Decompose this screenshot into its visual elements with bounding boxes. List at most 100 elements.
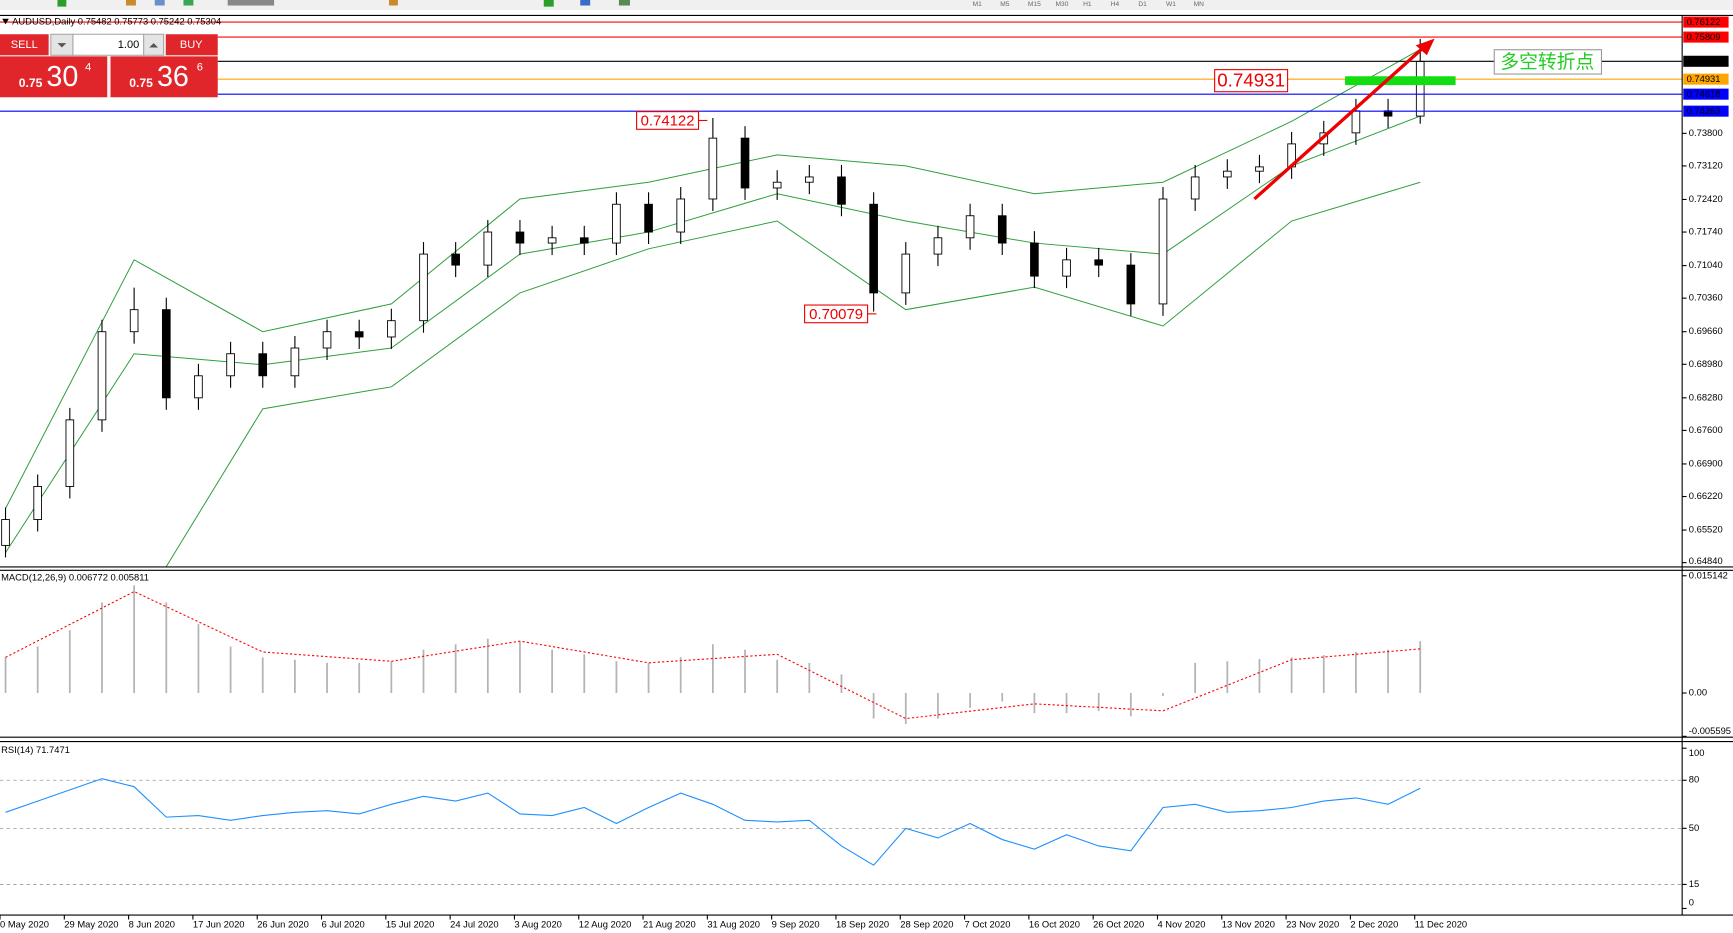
candle-body xyxy=(805,176,814,183)
toolbar-icon[interactable] xyxy=(543,0,554,7)
price-level-tag xyxy=(1683,88,1729,100)
candle-body xyxy=(1255,166,1264,172)
timeframe-button[interactable]: M15 xyxy=(1028,1,1041,8)
candle-body xyxy=(483,231,493,266)
title-icon xyxy=(2,18,9,25)
timeframe-button[interactable]: M5 xyxy=(1000,1,1010,8)
timeframe-button[interactable]: MN xyxy=(1194,1,1205,8)
timeframe-button[interactable]: M1 xyxy=(973,1,983,8)
bid-big: 30 xyxy=(46,61,78,93)
y-tick-label: 0.68980 xyxy=(1689,358,1723,369)
candle-body xyxy=(1158,198,1168,305)
x-tick-label: 2 Dec 2020 xyxy=(1350,919,1398,930)
timeframe-button[interactable]: D1 xyxy=(1138,1,1147,8)
buy-label: BUY xyxy=(180,39,203,51)
ask-sup: 6 xyxy=(197,61,203,73)
annotation-box xyxy=(1493,49,1603,75)
timeframe-button[interactable]: W1 xyxy=(1166,1,1176,8)
y-tick-label: 80 xyxy=(1689,774,1699,785)
candle-body xyxy=(997,215,1007,244)
y-tick-label: 50 xyxy=(1689,822,1699,833)
price-level-label: 0.74263 xyxy=(1687,105,1721,116)
bid-box[interactable] xyxy=(0,56,108,98)
x-tick-label: 11 Dec 2020 xyxy=(1415,919,1467,930)
panel xyxy=(1,38,1425,567)
toolbar-icon[interactable] xyxy=(125,0,136,6)
candle-body xyxy=(258,353,268,377)
chart-title: AUDUSD,Daily 0.75482 0.75773 0.75242 0.7… xyxy=(12,16,221,27)
timeframe-button[interactable]: H1 xyxy=(1083,1,1092,8)
x-tick-label: 7 Oct 2020 xyxy=(965,919,1011,930)
sell-button[interactable] xyxy=(0,34,49,56)
annotation-text: 0.74122 xyxy=(641,113,695,130)
x-tick-label: 21 Aug 2020 xyxy=(643,919,696,930)
candle-body xyxy=(740,137,750,189)
y-tick-label: 0.66220 xyxy=(1689,490,1723,501)
x-tick-label: 8 Jun 2020 xyxy=(129,919,175,930)
lot-down-icon xyxy=(57,43,67,48)
bid-prefix: 0.75 xyxy=(19,76,43,90)
x-tick-label: 6 Jul 2020 xyxy=(322,919,365,930)
y-tick-label: 0.65520 xyxy=(1689,524,1723,535)
bid-sup: 4 xyxy=(85,61,91,73)
candle-body xyxy=(354,331,364,338)
candle-body xyxy=(451,253,460,266)
y-tick-label: 0.66900 xyxy=(1689,457,1723,468)
y-tick-label: 15 xyxy=(1689,878,1699,889)
macd-signal xyxy=(5,590,1421,720)
x-tick-label: 4 Nov 2020 xyxy=(1157,919,1205,930)
y-tick-label: 0.64840 xyxy=(1689,555,1723,566)
lot-up-icon xyxy=(149,43,159,48)
price-level-label: 0.75809 xyxy=(1687,31,1721,42)
bollinger-lower xyxy=(165,181,1421,567)
y-tick-label: 0.70360 xyxy=(1689,292,1723,303)
panel xyxy=(4,585,1422,724)
toolbar-icon[interactable] xyxy=(227,0,275,6)
candle-body xyxy=(33,486,42,520)
y-tick-label: -0.005595 xyxy=(1689,725,1731,736)
y-tick-label: 0.67600 xyxy=(1689,424,1723,435)
sell-label: SELL xyxy=(11,39,38,51)
frame xyxy=(0,14,1733,916)
buy-button[interactable] xyxy=(165,34,218,56)
candle-body xyxy=(226,353,235,377)
candle-body xyxy=(1415,61,1425,117)
y-tick-label: 0.00 xyxy=(1689,687,1707,698)
price-level-label: 0.75304 xyxy=(1687,55,1721,66)
toolbar-icon[interactable] xyxy=(580,0,591,6)
x-tick-label: 26 Jun 2020 xyxy=(257,919,309,930)
timeframe-button[interactable]: H4 xyxy=(1111,1,1120,8)
toolbar-icon[interactable] xyxy=(618,0,630,6)
toolbar-icon[interactable] xyxy=(154,0,165,6)
candle-body xyxy=(772,181,782,189)
candle-body xyxy=(1222,170,1232,178)
y-tick-label: 0.73120 xyxy=(1689,159,1723,170)
candle-body xyxy=(1351,110,1361,134)
y-tick-label: 0.71040 xyxy=(1689,259,1723,270)
candle-body xyxy=(65,419,75,487)
candle-body xyxy=(644,203,653,233)
toolbar-icon[interactable] xyxy=(57,0,67,7)
panel xyxy=(0,778,1683,885)
y-tick-label: 100 xyxy=(1689,747,1705,758)
candle-body xyxy=(387,320,396,338)
price-level-tag xyxy=(1683,16,1729,28)
y-tick-label: 0.73800 xyxy=(1689,127,1723,138)
timeframe-button[interactable]: M30 xyxy=(1055,1,1068,8)
candle-body xyxy=(901,253,911,294)
rsi-title: RSI(14) 71.7471 xyxy=(1,744,70,755)
candle-body xyxy=(1,519,10,546)
toolbar-icon[interactable] xyxy=(389,0,398,6)
annotation-text: 0.70079 xyxy=(809,306,863,323)
candle-body xyxy=(547,237,557,244)
toolbar-icon[interactable] xyxy=(183,0,194,6)
y-tick-label: 0.72420 xyxy=(1689,193,1723,204)
x-tick-label: 23 Nov 2020 xyxy=(1286,919,1339,930)
y-tick-label: 0.68280 xyxy=(1689,391,1723,402)
ask-box[interactable] xyxy=(110,56,218,98)
price-level-tag xyxy=(1683,105,1729,117)
x-tick-label: 0 May 2020 xyxy=(0,919,49,930)
candle-body xyxy=(290,347,300,377)
trend-arrow-head xyxy=(1415,38,1435,56)
